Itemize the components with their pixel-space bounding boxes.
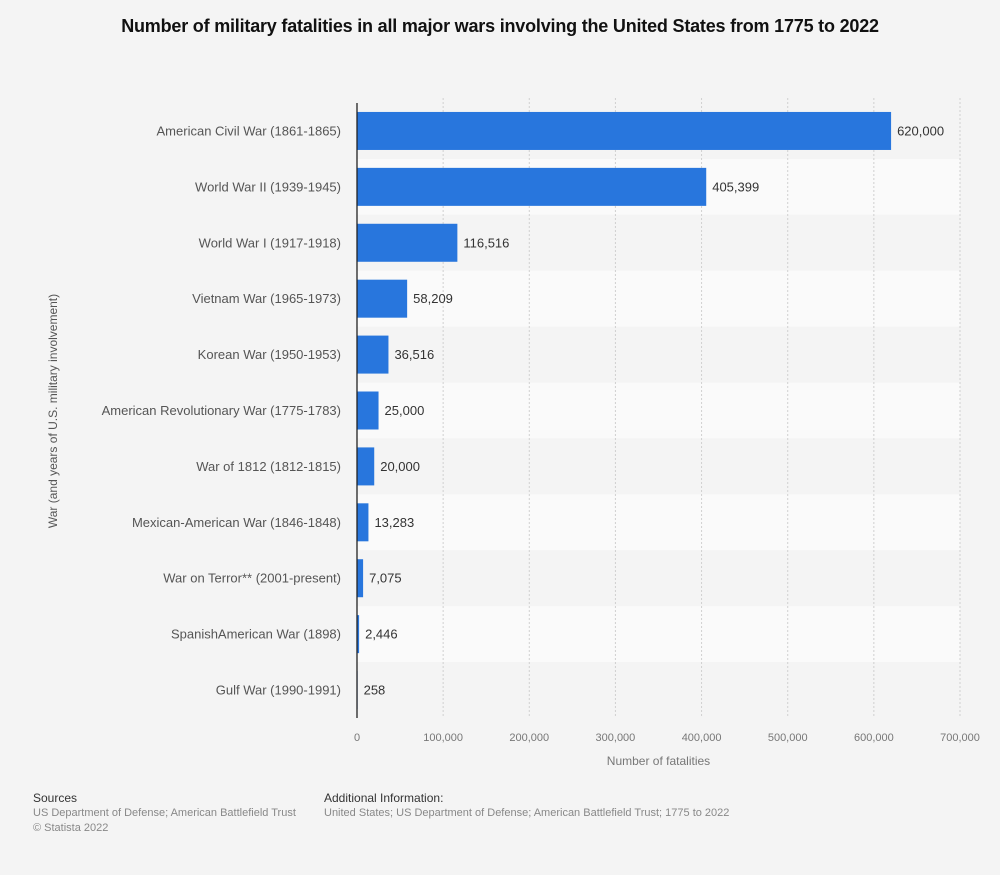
category-label: Gulf War (1990-1991) — [216, 683, 341, 698]
additional-info-heading[interactable]: Additional Information: — [324, 791, 444, 805]
y-axis-label: War (and years of U.S. military involvem… — [46, 293, 60, 529]
category-label: Mexican-American War (1846-1848) — [132, 515, 341, 530]
value-labels: 620,000 405,399 116,516 58,209 36,516 25,000 2… — [364, 123, 944, 697]
bar[interactable] — [357, 447, 375, 486]
category-label: American Revolutionary War (1775-1783) — [102, 403, 341, 418]
bar[interactable] — [357, 223, 458, 262]
value-label: 25,000 — [385, 403, 425, 418]
row-band — [357, 382, 960, 439]
row-band — [357, 270, 960, 327]
value-label: 258 — [364, 683, 386, 698]
additional-info-text: United States; US Department of Defense;… — [324, 807, 730, 819]
sources-block: Sources US Department of Defense; Americ… — [33, 791, 313, 836]
x-tick-label: 600,000 — [854, 732, 894, 744]
row-band — [357, 438, 960, 495]
x-tick-label: 200,000 — [509, 732, 549, 744]
category-label: SpanishAmerican War (1898) — [171, 627, 341, 642]
bar[interactable] — [357, 503, 369, 542]
value-label: 13,283 — [374, 515, 414, 530]
bar[interactable] — [357, 615, 360, 654]
x-tick-label: 0 — [354, 732, 360, 744]
value-label: 405,399 — [712, 179, 759, 194]
additional-info-block: Additional Information: United States; U… — [324, 791, 844, 821]
x-tick-label: 300,000 — [596, 732, 636, 744]
row-band — [357, 214, 960, 271]
x-axis-label: Number of fatalities — [607, 754, 710, 768]
bars — [357, 111, 892, 710]
copyright-text: © Statista 2022 — [33, 822, 109, 834]
category-label: War of 1812 (1812-1815) — [196, 459, 341, 474]
bar[interactable] — [357, 335, 389, 374]
category-label: Korean War (1950-1953) — [198, 347, 341, 362]
x-tick-labels: 0 100,000 200,000 300,000 400,000 500,000 600,… — [354, 732, 980, 744]
value-label: 2,446 — [365, 627, 398, 642]
gridlines — [442, 98, 961, 718]
sources-heading[interactable]: Sources — [33, 791, 78, 805]
value-label: 36,516 — [394, 347, 434, 362]
bar[interactable] — [357, 111, 892, 150]
row-band — [357, 550, 960, 607]
category-label: American Civil War (1861-1865) — [157, 123, 341, 138]
value-label: 620,000 — [897, 123, 944, 138]
value-label: 20,000 — [380, 459, 420, 474]
row-band — [357, 494, 960, 551]
sources-text: US Department of Defense; American Battl… — [33, 807, 296, 819]
row-band — [357, 326, 960, 383]
x-tick-label: 500,000 — [768, 732, 808, 744]
x-tick-label: 400,000 — [682, 732, 722, 744]
value-label: 58,209 — [413, 291, 453, 306]
bar[interactable] — [357, 167, 707, 206]
value-label: 7,075 — [369, 571, 402, 586]
x-tick-label: 700,000 — [940, 732, 980, 744]
category-labels: American Civil War (1861-1865) World War … — [102, 123, 341, 697]
bar[interactable] — [357, 279, 408, 318]
category-label: War on Terror** (2001-present) — [163, 571, 341, 586]
category-label: Vietnam War (1965-1973) — [192, 291, 341, 306]
chart-title: Number of military fatalities in all maj… — [121, 16, 879, 36]
row-band — [357, 662, 960, 718]
category-label: World War I (1917-1918) — [199, 235, 341, 250]
value-label: 116,516 — [463, 235, 509, 250]
bar[interactable] — [357, 391, 379, 430]
category-label: World War II (1939-1945) — [195, 179, 341, 194]
bar[interactable] — [357, 559, 364, 598]
x-tick-label: 100,000 — [423, 732, 463, 744]
row-band — [357, 606, 960, 663]
